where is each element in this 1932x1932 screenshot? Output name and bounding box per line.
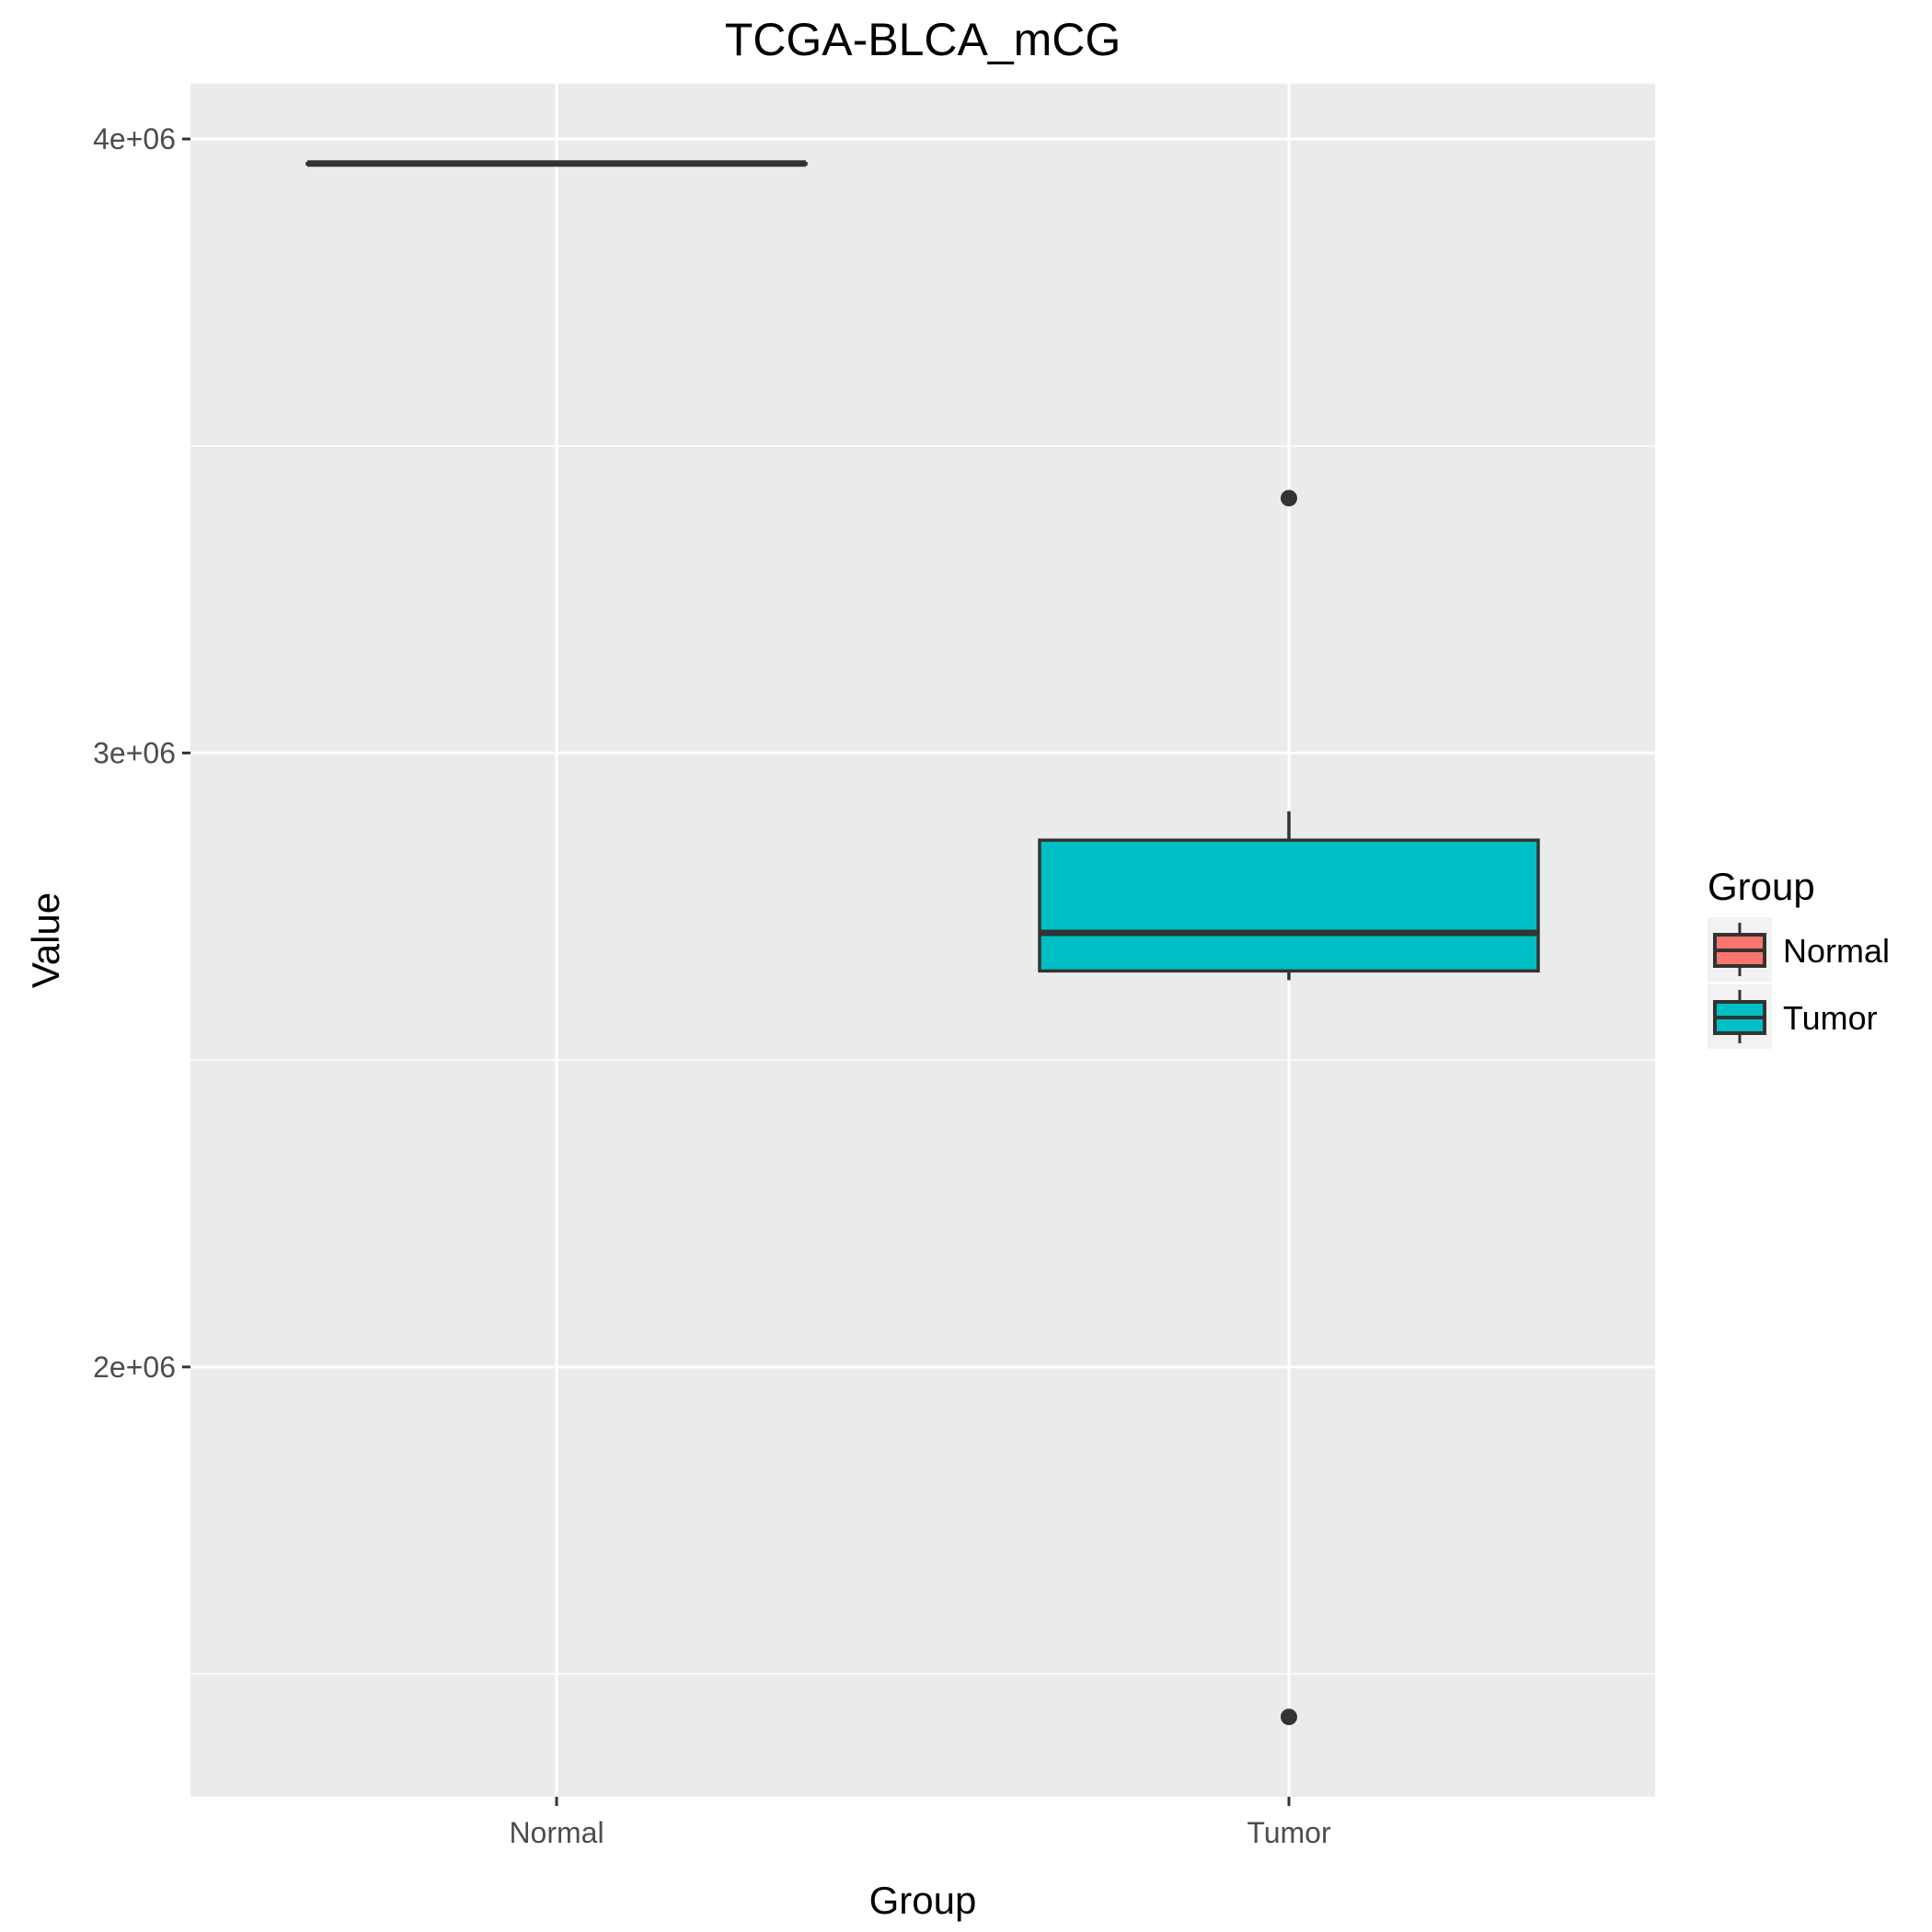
legend: Group Normal Tumor [1708, 865, 1890, 1049]
legend-entry-normal: Normal [1708, 917, 1890, 982]
legend-label-normal: Normal [1783, 932, 1890, 970]
legend-entry-tumor: Tumor [1708, 984, 1878, 1049]
y-tick-label: 2e+06 [93, 1351, 176, 1384]
y-tick-label: 4e+06 [93, 122, 176, 155]
y-tick-label: 3e+06 [93, 736, 176, 769]
x-tick-label: Tumor [1247, 1816, 1331, 1849]
box-body [1038, 838, 1540, 973]
box-layer [305, 160, 1540, 1726]
outlier-point [1281, 489, 1297, 507]
x-axis-label: Group [869, 1879, 977, 1922]
grid-lines [190, 84, 1655, 1797]
y-axis-label: Value [24, 892, 67, 988]
axis-layer: 2e+06 3e+06 4e+06 Normal Tumor [93, 122, 1331, 1849]
legend-label-tumor: Tumor [1783, 999, 1878, 1037]
legend-title: Group [1708, 865, 1815, 908]
outlier-point [1281, 1708, 1297, 1726]
chart-title: TCGA-BLCA_mCG [725, 14, 1121, 65]
box-tumor [1038, 489, 1540, 1726]
box-normal [305, 160, 808, 167]
x-tick-label: Normal [509, 1816, 604, 1849]
